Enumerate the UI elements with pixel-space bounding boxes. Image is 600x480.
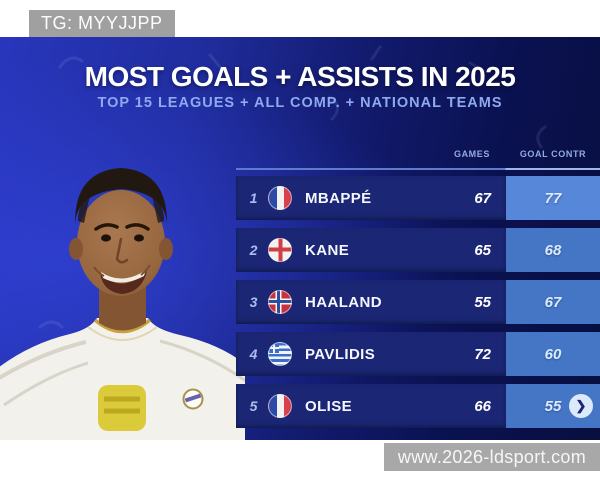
goal-contributions-value: 67	[544, 293, 562, 311]
player-name: OLISE	[305, 397, 353, 415]
rank-label: 4	[249, 346, 258, 362]
rank-label: 5	[249, 398, 258, 414]
player-photo	[0, 168, 245, 440]
poster: MOST GOALS + ASSISTS IN 2025 TOP 15 LEAG…	[0, 37, 600, 440]
column-header-goal-contributions: GOAL CONTR	[519, 149, 587, 159]
tg-badge: TG: MYYJJPP	[29, 10, 175, 37]
player-name: MBAPPÉ	[305, 189, 372, 207]
row-main-cell: 4 PAVLIDIS 72	[236, 332, 506, 376]
table-rows: 1 MBAPPÉ 67 77 2 KANE 65	[236, 176, 600, 436]
table-row: 2 KANE 65 68	[236, 228, 600, 272]
rank-label: 1	[249, 190, 258, 206]
row-main-cell: 3 HAALAND 55	[236, 280, 506, 324]
row-main-cell: 5 OLISE 66	[236, 384, 506, 428]
row-main-cell: 2 KANE 65	[236, 228, 506, 272]
goal-contributions-cell: 60	[506, 332, 600, 376]
table-row: 4 PAVLIDIS 72 60	[236, 332, 600, 376]
table-row: 1 MBAPPÉ 67 77	[236, 176, 600, 220]
games-value: 72	[474, 345, 491, 363]
goal-contributions-cell: 68	[506, 228, 600, 272]
column-header-games: GAMES	[453, 149, 490, 159]
flag-france-icon	[268, 394, 292, 418]
goal-contributions-cell: 77	[506, 176, 600, 220]
poster-subtitle: TOP 15 LEAGUES + ALL COMP. + NATIONAL TE…	[97, 95, 503, 111]
games-value: 55	[474, 293, 491, 311]
row-main-cell: 1 MBAPPÉ 67	[236, 176, 506, 220]
table-row: 3 HAALAND 55 67	[236, 280, 600, 324]
watermark-badge: www.2026-ldsport.com	[383, 443, 600, 471]
header-divider	[236, 168, 600, 170]
flag-greece-icon	[268, 342, 292, 366]
games-value: 65	[474, 241, 491, 259]
flag-france-icon	[268, 186, 292, 210]
goal-contributions-cell: 67	[506, 280, 600, 324]
goal-contributions-value: 55	[544, 397, 562, 415]
rank-label: 2	[249, 242, 258, 258]
player-name: HAALAND	[305, 293, 382, 311]
goal-contributions-value: 68	[544, 241, 562, 259]
goal-contributions-value: 60	[544, 345, 562, 363]
table-row: 5 OLISE 66 55 ❯	[236, 384, 600, 428]
poster-title: MOST GOALS + ASSISTS IN 2025	[84, 61, 516, 92]
games-value: 66	[474, 397, 491, 415]
player-name: KANE	[305, 241, 350, 259]
goal-contributions-cell: 55 ❯	[506, 384, 600, 428]
flag-norway-icon	[268, 290, 292, 314]
flag-england-icon	[268, 238, 292, 262]
goal-contributions-value: 77	[544, 189, 562, 207]
player-name: PAVLIDIS	[305, 345, 376, 363]
more-arrow-icon[interactable]: ❯	[569, 394, 593, 418]
games-value: 67	[474, 189, 491, 207]
rank-label: 3	[249, 294, 258, 310]
